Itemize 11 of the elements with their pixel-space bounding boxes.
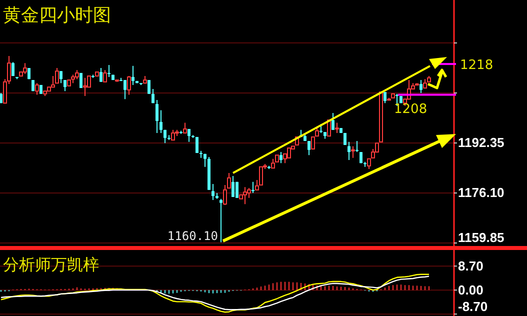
y-tick-label: 8.70 (458, 258, 484, 274)
chart-title: 黄金四小时图 (3, 5, 111, 26)
y-tick-label: 1159.85 (458, 230, 504, 246)
y-tick-label: 0.00 (458, 282, 484, 298)
chart-title: 分析师万凯梓 (3, 255, 99, 274)
y-tick-label: 1176.10 (458, 185, 504, 200)
annotation: 1160.10 (167, 229, 218, 244)
ref-line-label: 1208 (394, 102, 428, 117)
y-tick-label: -8.70 (458, 299, 488, 314)
ref-line-label: 1218 (460, 58, 494, 74)
y-tick-label: 1192.35 (458, 135, 504, 150)
